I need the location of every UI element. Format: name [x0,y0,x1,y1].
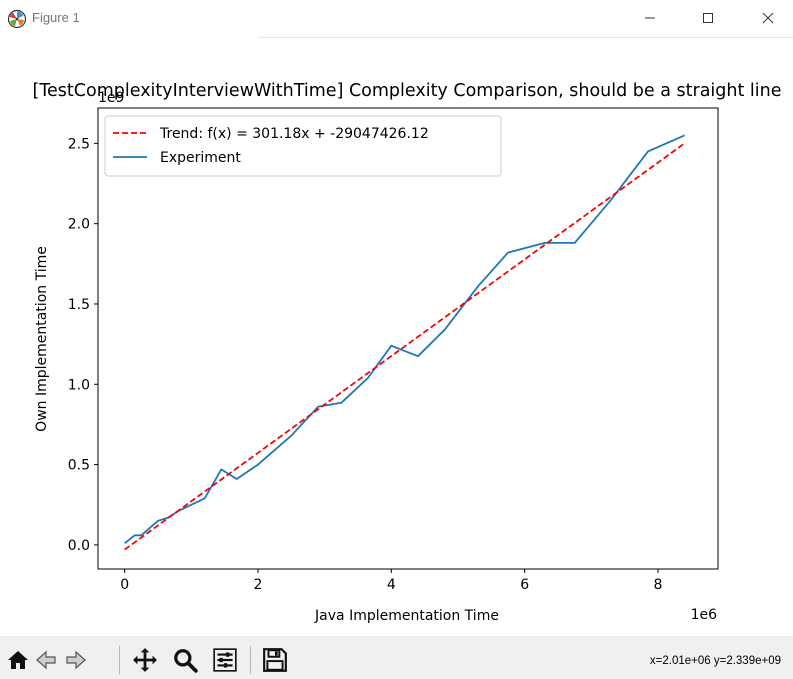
configure-subplots-icon [213,648,237,672]
window-titlebar: Figure 1 [0,0,793,38]
y-axis-label: Own Implementation Time [34,246,50,432]
x-tick-label: 4 [387,577,396,593]
chart[interactable]: [TestComplexityInterviewWithTime] Comple… [0,38,793,636]
y-tick-label: 1.5 [68,297,90,313]
back-arrow-icon [36,650,56,670]
figure-canvas[interactable]: [TestComplexityInterviewWithTime] Comple… [0,38,793,636]
x-tick-label: 6 [520,577,529,593]
pan-icon [133,648,157,672]
x-scale-label: 1e6 [691,607,718,623]
plot-area [97,107,719,570]
toolbar-separator [250,646,251,674]
y-tick-label: 2.5 [68,136,90,152]
series-layer [124,134,686,551]
minimize-button[interactable] [627,0,673,36]
x-tick-label: 0 [120,577,129,593]
legend-trend-label: Trend: f(x) = 301.18x + -29047426.12 [159,126,429,142]
forward-arrow-icon [66,650,86,670]
trend-series-line [124,142,686,551]
close-icon [762,12,774,24]
window-title: Figure 1 [32,10,80,25]
y-axis-ticks: 0.0 0.5 1.0 1.5 2.0 2.5 [68,136,98,554]
x-axis-label: Java Implementation Time [314,608,499,624]
cursor-coordinates: x=2.01e+06 y=2.339e+09 [649,655,781,667]
y-tick-label: 2.0 [68,217,90,233]
minimize-icon [645,17,655,19]
legend-experiment-label: Experiment [160,150,241,166]
y-tick-label: 0.0 [68,538,90,554]
y-scale-label: 1e9 [98,90,124,106]
pan-button[interactable] [131,646,159,674]
save-icon [263,648,287,672]
chart-title: [TestComplexityInterviewWithTime] Comple… [33,81,782,101]
zoom-icon [174,649,198,673]
y-tick-label: 0.5 [68,458,90,474]
toolbar-separator [119,646,120,674]
zoom-button[interactable] [171,646,199,674]
home-button[interactable] [4,646,32,674]
maximize-icon [703,13,713,23]
configure-subplots-button[interactable] [211,646,239,674]
save-button[interactable] [261,646,289,674]
x-tick-label: 2 [254,577,263,593]
x-axis-ticks: 0 2 4 6 8 [120,569,662,593]
close-button[interactable] [745,0,791,36]
home-icon [8,651,28,669]
titlebar-divider [258,37,793,38]
maximize-button[interactable] [685,0,731,36]
legend-box [104,115,502,177]
y-tick-label: 1.0 [68,377,90,393]
back-button[interactable] [32,646,60,674]
navigation-toolbar: x=2.01e+06 y=2.339e+09 [0,636,793,679]
x-tick-label: 8 [654,577,663,593]
experiment-series-line [124,134,686,545]
legend: Trend: f(x) = 301.18x + -29047426.12 Exp… [104,115,502,177]
forward-button[interactable] [62,646,90,674]
matplotlib-logo-icon [7,9,27,29]
